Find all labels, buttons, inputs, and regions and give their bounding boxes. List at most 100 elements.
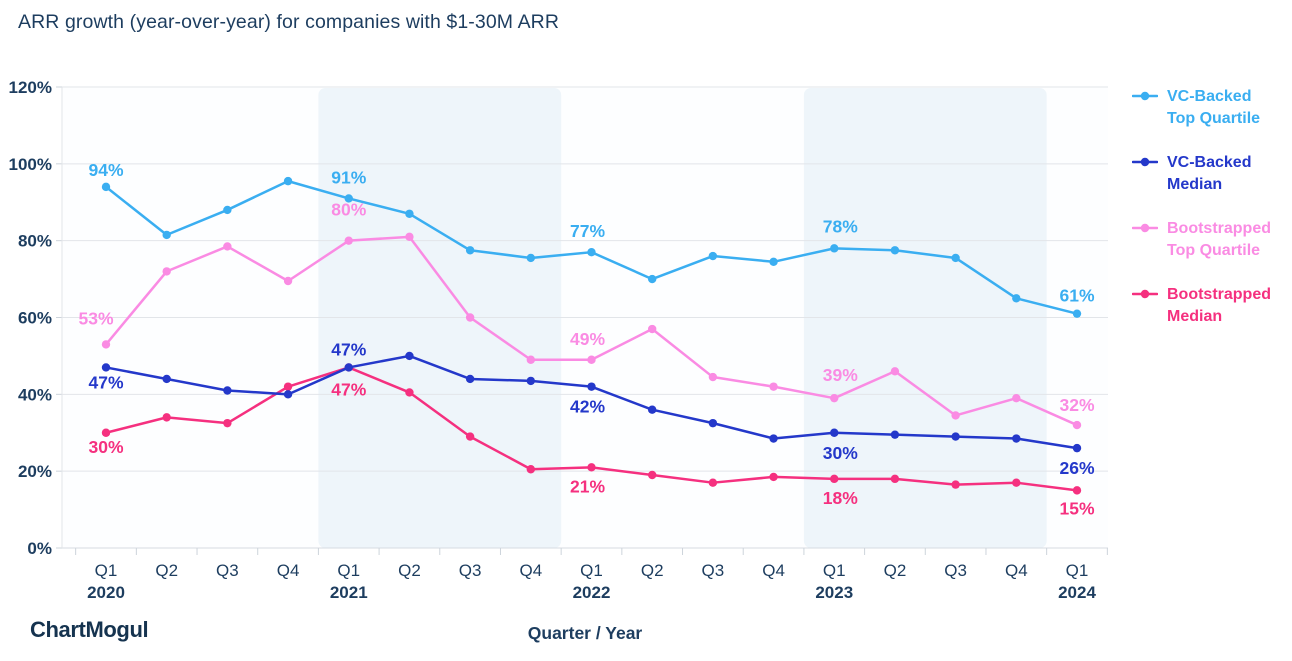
- data-point: [1012, 478, 1021, 487]
- data-point: [101, 428, 111, 437]
- x-axis-quarter-label: Q3: [702, 561, 725, 580]
- data-point: [101, 182, 111, 192]
- data-point: [465, 374, 475, 384]
- y-axis-label: 0%: [27, 539, 52, 558]
- data-point: [526, 376, 536, 386]
- x-axis-quarter-label: Q4: [1005, 561, 1028, 580]
- y-axis-label: 60%: [18, 309, 52, 328]
- legend-item-bootstrapped-top-quartile: Bootstrapped Top Quartile: [1132, 218, 1290, 262]
- data-label: 42%: [570, 397, 605, 417]
- data-point: [1072, 309, 1082, 318]
- y-axis-label: 120%: [9, 78, 52, 97]
- data-label: 18%: [823, 488, 858, 508]
- data-point: [405, 351, 414, 361]
- data-label: 61%: [1059, 286, 1094, 306]
- legend-item-vc-backed-median: VC-Backed Median: [1132, 152, 1290, 196]
- y-axis-label: 100%: [9, 155, 52, 174]
- data-point: [465, 246, 475, 255]
- data-point: [283, 382, 293, 391]
- data-label: 47%: [331, 379, 366, 399]
- data-point: [830, 428, 839, 437]
- x-axis-quarter-label: Q4: [277, 561, 300, 580]
- data-point: [769, 257, 778, 266]
- data-label: 91%: [331, 167, 366, 187]
- chartmogul-logo: ChartMogul: [30, 617, 149, 642]
- data-label: 30%: [88, 437, 123, 457]
- data-point: [830, 393, 839, 403]
- data-point: [587, 355, 596, 364]
- data-point: [465, 313, 475, 322]
- x-axis-quarter-label: Q2: [641, 561, 664, 580]
- data-point: [890, 430, 900, 439]
- x-axis-quarter-label: Q3: [944, 561, 967, 580]
- data-point: [890, 474, 900, 484]
- data-point: [223, 418, 232, 428]
- data-point: [1072, 443, 1082, 453]
- data-label: 32%: [1059, 395, 1094, 415]
- data-point: [708, 478, 718, 487]
- data-label: 47%: [88, 372, 123, 392]
- data-point: [647, 324, 657, 334]
- data-point: [465, 432, 475, 441]
- data-point: [405, 209, 414, 218]
- legend-marker-icon: [1132, 289, 1158, 299]
- legend: VC-Backed Top Quartile VC-Backed Median Bo…: [1132, 86, 1290, 350]
- x-axis-year-label: 2022: [573, 583, 611, 602]
- x-axis-quarter-label: Q1: [823, 561, 846, 580]
- data-point: [1012, 393, 1021, 403]
- legend-label: Bootstrapped Median: [1167, 286, 1271, 325]
- x-axis-year-label: 2021: [330, 583, 368, 602]
- data-point: [769, 382, 778, 391]
- data-point: [101, 340, 111, 349]
- legend-marker-icon: [1132, 157, 1158, 167]
- data-label: 49%: [570, 329, 605, 349]
- data-label: 47%: [331, 339, 366, 359]
- data-point: [769, 434, 778, 443]
- legend-marker-icon: [1132, 223, 1158, 233]
- legend-label: VC-Backed Median: [1167, 154, 1252, 193]
- data-point: [283, 176, 293, 186]
- data-point: [587, 382, 596, 391]
- data-point: [830, 244, 839, 253]
- data-point: [708, 418, 718, 428]
- y-axis-label: 20%: [18, 462, 52, 481]
- data-point: [951, 480, 960, 489]
- x-axis-quarter-label: Q4: [762, 561, 785, 580]
- data-label: 26%: [1059, 458, 1094, 478]
- x-axis-quarter-label: Q3: [216, 561, 239, 580]
- data-label: 80%: [331, 200, 366, 220]
- x-axis-quarter-label: Q1: [95, 561, 118, 580]
- data-point: [587, 247, 596, 257]
- data-point: [162, 267, 171, 276]
- data-point: [223, 205, 232, 215]
- legend-label: Bootstrapped Top Quartile: [1167, 220, 1271, 259]
- data-point: [344, 363, 353, 372]
- data-point: [647, 274, 657, 284]
- data-point: [708, 251, 718, 261]
- x-axis-quarter-label: Q3: [459, 561, 482, 580]
- data-point: [1072, 420, 1082, 430]
- data-label: 21%: [570, 476, 605, 496]
- data-point: [830, 474, 839, 484]
- x-axis-year-label: 2023: [815, 583, 853, 602]
- legend-marker-icon: [1132, 91, 1158, 101]
- data-point: [223, 386, 232, 395]
- x-axis-quarter-label: Q1: [1066, 561, 1089, 580]
- x-axis-year-label: 2020: [87, 583, 125, 602]
- data-point: [405, 232, 414, 242]
- data-point: [526, 355, 536, 364]
- data-point: [526, 253, 536, 263]
- x-axis-title: Quarter / Year: [527, 623, 643, 643]
- data-point: [890, 367, 900, 376]
- data-point: [1012, 294, 1021, 303]
- data-point: [769, 472, 778, 482]
- legend-label: VC-Backed Top Quartile: [1167, 88, 1261, 127]
- data-point: [951, 411, 960, 420]
- data-point: [162, 230, 171, 240]
- data-point: [405, 388, 414, 397]
- x-axis-quarter-label: Q1: [337, 561, 360, 580]
- x-axis-quarter-label: Q2: [398, 561, 421, 580]
- y-axis-label: 40%: [18, 385, 52, 404]
- x-axis-quarter-label: Q2: [884, 561, 907, 580]
- x-axis-quarter-label: Q2: [155, 561, 178, 580]
